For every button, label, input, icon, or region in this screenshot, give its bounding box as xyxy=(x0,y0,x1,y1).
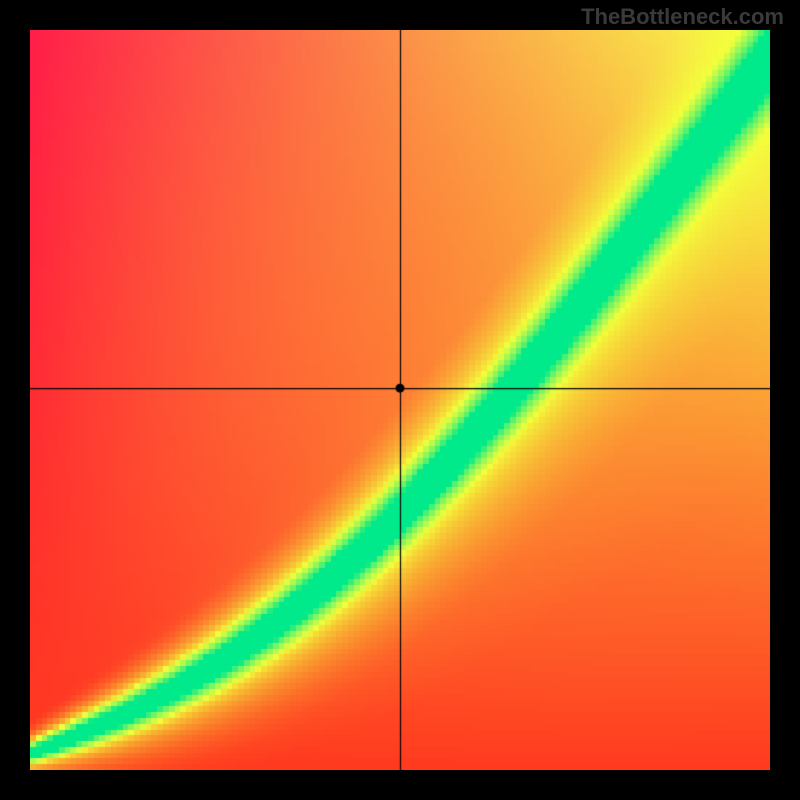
chart-root: { "watermark": { "text": "TheBottleneck.… xyxy=(0,0,800,800)
bottleneck-heatmap xyxy=(30,30,770,770)
watermark-text: TheBottleneck.com xyxy=(581,4,784,30)
